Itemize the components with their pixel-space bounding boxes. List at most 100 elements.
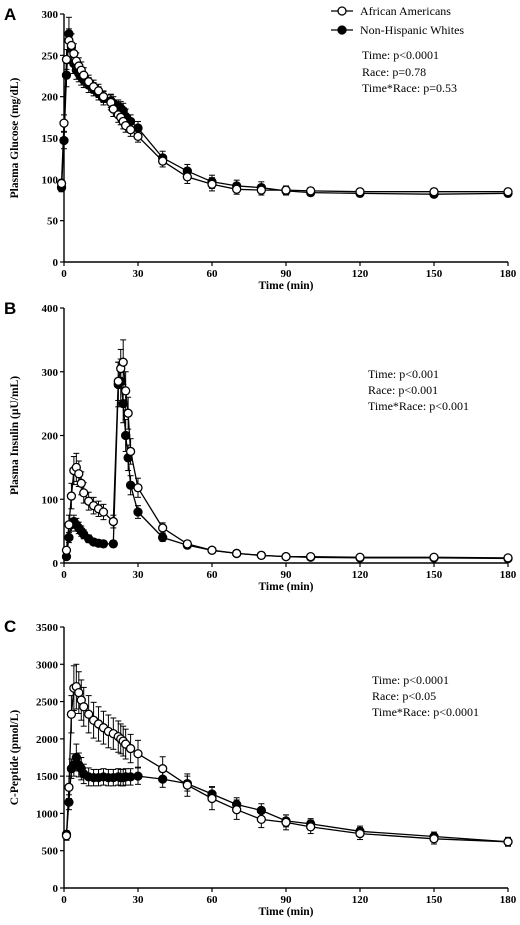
data-point-open [93,86,104,96]
data-point-open [158,156,168,166]
data-point-open [133,749,143,759]
x-tick-label: 120 [352,569,369,581]
y-tick-label: 300 [42,367,59,379]
chart-panel-c: C 0 500 1000 1500 2000 2500 3000 3500 0 30 60 90 120 1… [4,617,517,918]
x-axis-label: Time (min) [258,280,313,292]
data-point-open [84,709,94,719]
data-point-open [232,805,242,815]
data-point-filled [121,430,131,441]
data-point-open [61,831,72,841]
x-tick-label: 0 [61,894,67,906]
x-tick-label: 0 [61,268,67,280]
legend-filled-circle-icon [337,25,347,35]
y-tick-label: 200 [42,431,59,443]
data-point-open [123,408,133,418]
y-tick-label: 300 [42,9,59,21]
x-tick-label: 30 [133,894,145,906]
series-line-non-hispanic-whites [65,755,509,843]
stats-line: Time*Race: p=0.53 [362,81,457,95]
x-tick-label: 60 [207,268,219,280]
data-point-open [56,178,67,189]
data-point-open [121,386,131,396]
x-tick-label: 180 [500,894,517,906]
data-point-filled [118,398,128,409]
x-axis-label: Time (min) [258,581,313,593]
y-tick-label: 150 [42,133,59,145]
data-point-open [256,814,266,825]
data-point-open [158,523,168,533]
chart-panel-a: A 0 50 100 150 200 250 300 0 30 60 90 120 150 180 Time … [4,5,517,292]
data-point-open [429,834,439,844]
data-point-open [64,782,74,792]
y-tick-label: 100 [42,174,59,186]
y-tick-label: 100 [42,494,59,506]
y-axis-label: Plasma Glucose (mg/dL) [9,77,21,198]
data-point-open [306,551,316,562]
x-tick-label: 90 [281,569,293,581]
data-point-open [66,40,77,51]
data-point-open [74,687,84,698]
data-point-filled [71,752,81,763]
data-point-open [74,469,84,479]
data-point-filled [61,70,72,80]
x-tick-label: 150 [426,268,443,280]
y-tick-label: 400 [42,303,59,315]
panel-letter: A [4,5,16,24]
x-tick-label: 30 [133,268,145,280]
data-point-open [503,187,513,197]
data-point-open [355,187,365,197]
data-point-filled [133,123,143,133]
x-tick-label: 180 [500,569,517,581]
data-point-open [256,185,266,195]
x-tick-label: 60 [207,569,219,581]
x-tick-label: 180 [500,268,517,280]
data-point-filled [133,507,143,517]
x-tick-label: 150 [426,894,443,906]
data-point-filled [59,135,69,146]
data-point-open [429,187,439,197]
data-point-open [125,743,136,754]
legend-label: Non-Hispanic Whites [360,23,464,37]
y-tick-label: 2000 [36,734,59,746]
panel-letter: B [4,299,16,318]
y-axis-label: C-Peptide (pmol/L) [9,710,21,806]
legend-label: African Americans [360,4,451,18]
data-point-open [108,104,118,114]
legend-open-circle-icon [337,6,347,16]
data-point-open [98,92,109,102]
data-point-open [61,54,72,65]
data-point-open [207,545,217,555]
data-point-open [281,817,291,828]
y-tick-label: 1500 [36,771,59,783]
chart-panel-b: B 0 100 200 300 400 0 30 60 90 120 150 180 Time (min)… [4,299,517,593]
data-point-filled [158,532,168,543]
series-line-african-americans [65,361,509,559]
y-tick-label: 1000 [36,808,59,820]
data-point-open [182,539,192,549]
data-point-open [207,793,217,804]
data-point-filled [64,797,74,807]
data-point-open [133,483,143,493]
data-point-filled [108,539,118,549]
data-point-open [118,357,128,367]
x-tick-label: 90 [281,894,293,906]
stats-line: Time*Race: p<0.0001 [372,705,479,719]
data-point-open [59,118,69,128]
data-point-filled [133,771,143,781]
data-point-open [503,837,513,847]
y-tick-label: 3500 [36,622,59,634]
data-point-open [306,186,316,196]
data-point-open [79,702,89,712]
y-tick-label: 2500 [36,697,59,709]
data-point-filled [64,532,74,543]
y-tick-label: 0 [53,558,59,570]
legend: African Americans Non-Hispanic Whites [331,4,464,37]
data-point-open [79,70,89,80]
data-point-open [256,550,266,560]
data-point-open [281,551,291,562]
data-point-open [281,185,291,195]
y-tick-label: 200 [42,92,59,104]
y-tick-label: 3000 [36,659,59,671]
y-tick-label: 500 [42,846,59,858]
x-tick-label: 150 [426,569,443,581]
